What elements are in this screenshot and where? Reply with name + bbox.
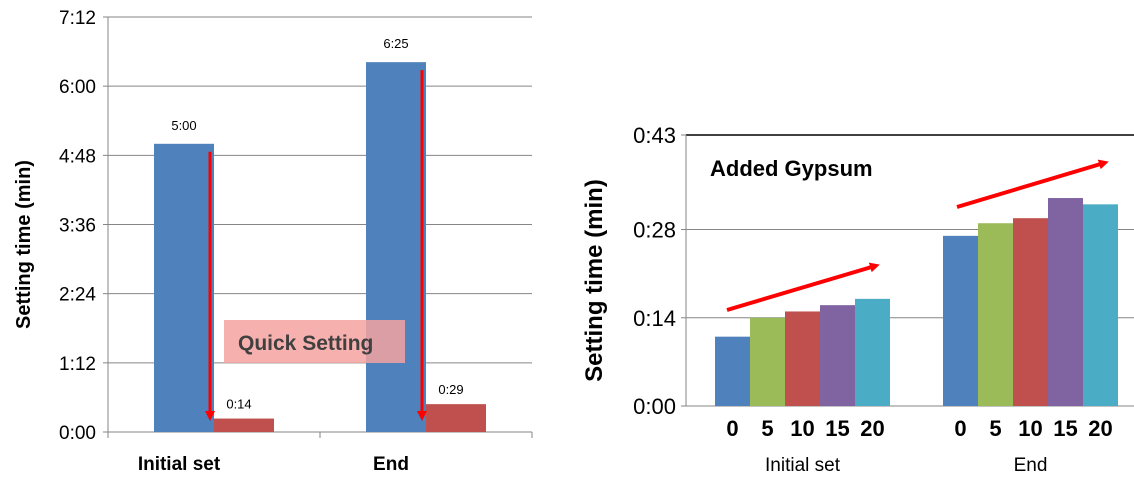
x-sublabel: 15 (825, 416, 849, 441)
bar (426, 404, 486, 432)
y-tick-label: 0:43 (633, 123, 676, 148)
y-tick-label: 3:36 (59, 216, 96, 237)
y-tick-label: 7:12 (59, 8, 96, 29)
bar (978, 223, 1013, 406)
trend-arrow (726, 262, 880, 312)
bar (366, 62, 426, 433)
annotation-text: Quick Setting (238, 332, 373, 355)
x-sublabel: 20 (1088, 416, 1112, 441)
x-tick-label: End (373, 454, 409, 475)
x-sublabel: 15 (1053, 416, 1077, 441)
y-tick-label: 2:24 (59, 285, 96, 306)
y-tick-label: 1:12 (59, 354, 96, 375)
x-tick-label: Initial set (138, 454, 221, 475)
data-label: 0:14 (226, 397, 251, 412)
bar (154, 143, 214, 433)
annotation-box (224, 320, 405, 363)
bar (820, 305, 855, 406)
bar (943, 235, 978, 406)
x-tick-label: End (1014, 455, 1048, 476)
y-tick-label: 4:48 (59, 146, 96, 167)
bar (855, 298, 890, 406)
y-tick-label: 0:28 (633, 218, 676, 243)
x-sublabel: 0 (726, 416, 738, 441)
bar (715, 336, 750, 406)
y-axis-title: Setting time (min) (581, 179, 608, 382)
x-sublabel: 20 (860, 416, 884, 441)
data-label: 0:29 (438, 382, 463, 397)
y-tick-label: 6:00 (59, 77, 96, 98)
bar (785, 311, 820, 406)
x-sublabel: 10 (1018, 416, 1042, 441)
y-tick-label: 0:00 (59, 423, 96, 444)
x-sublabel: 10 (790, 416, 814, 441)
y-axis-title: Setting time (min) (13, 160, 35, 329)
x-tick-label: Initial set (765, 455, 841, 476)
x-sublabel: 5 (989, 416, 1001, 441)
data-label: 5:00 (171, 118, 196, 133)
bar (214, 418, 274, 432)
trend-arrow (956, 159, 1109, 209)
bar (750, 317, 785, 406)
y-tick-label: 0:00 (633, 394, 676, 419)
bar (1013, 218, 1048, 406)
x-sublabel: 0 (954, 416, 966, 441)
bar (1083, 204, 1118, 406)
x-sublabel: 5 (761, 416, 773, 441)
bar (1048, 198, 1083, 406)
chart-left: 0:00 1:12 2:24 3:36 4:48 6:00 7:12 5:00 0:14 Init… (13, 8, 533, 475)
y-tick-label: 0:14 (633, 306, 676, 331)
annotation-text: Added Gypsum (710, 156, 873, 181)
data-label: 6:25 (383, 36, 408, 51)
